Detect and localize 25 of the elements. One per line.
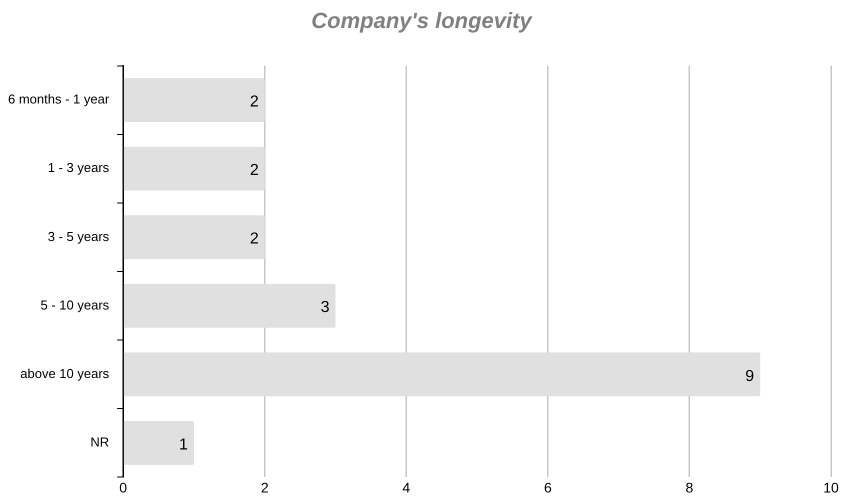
data-label: 1 [179,436,188,454]
y-tick-label: 1 - 3 years [48,160,110,176]
data-label: 2 [250,230,259,248]
x-tick-label: 2 [260,479,269,496]
x-tick-label: 0 [119,479,128,496]
chart-title: Company's longevity [310,8,534,34]
bar [124,78,265,122]
bar [124,215,265,260]
x-tick-label: 4 [402,479,410,496]
bar [124,284,336,328]
y-tick-label: 6 months - 1 year [8,92,110,107]
x-tick-label: 8 [686,479,694,496]
bar [124,352,760,396]
y-tick-label: NR [90,434,110,450]
x-tick-label: 10 [823,479,839,496]
y-tick-label: above 10 years [20,366,110,381]
data-label: 2 [250,93,259,110]
x-tick-label: 6 [544,479,552,496]
data-label: 9 [745,368,754,385]
data-label: 3 [320,299,330,316]
y-tick-label: 3 - 5 years [48,228,110,244]
bar [124,420,194,465]
bar [124,146,265,191]
data-label: 2 [250,162,259,180]
y-tick-label: 5 - 10 years [40,297,110,312]
